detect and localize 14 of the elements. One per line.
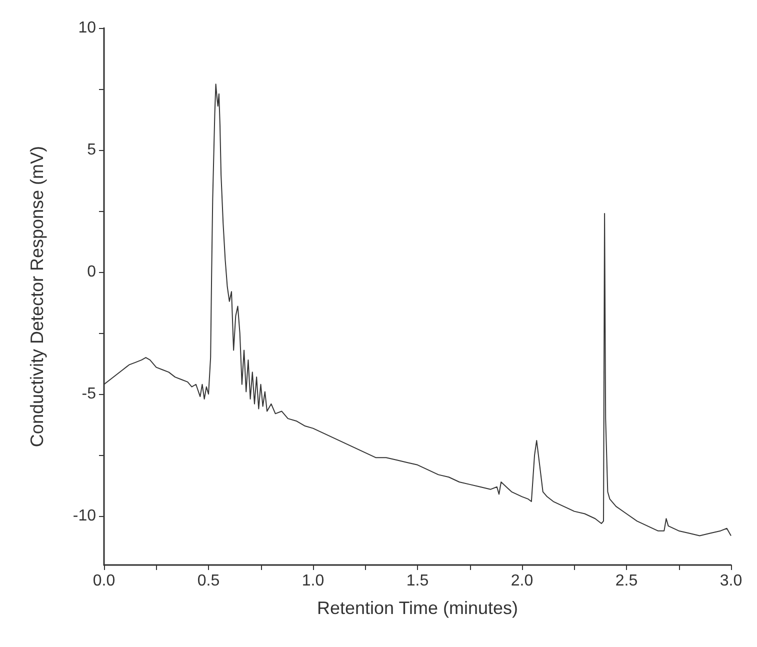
x-tick-label: 3.0 bbox=[720, 572, 742, 590]
y-axis-title: Conductivity Detector Response (mV) bbox=[27, 146, 47, 448]
y-tick-label: -5 bbox=[82, 386, 96, 403]
y-tick-label: 10 bbox=[78, 20, 96, 36]
y-tick-label: 5 bbox=[87, 142, 96, 159]
x-tick-label: 0.5 bbox=[197, 572, 220, 590]
x-tick-label: 1.5 bbox=[406, 572, 429, 590]
y-tick-label: 0 bbox=[87, 264, 96, 281]
x-tick-label: 2.0 bbox=[510, 572, 534, 590]
y-tick-label: -10 bbox=[72, 508, 96, 525]
x-axis-title: Retention Time (minutes) bbox=[316, 598, 518, 618]
x-tick-label: 0.0 bbox=[92, 572, 116, 590]
x-tick-label: 2.5 bbox=[615, 572, 638, 590]
x-tick-label: 1.0 bbox=[302, 572, 324, 590]
